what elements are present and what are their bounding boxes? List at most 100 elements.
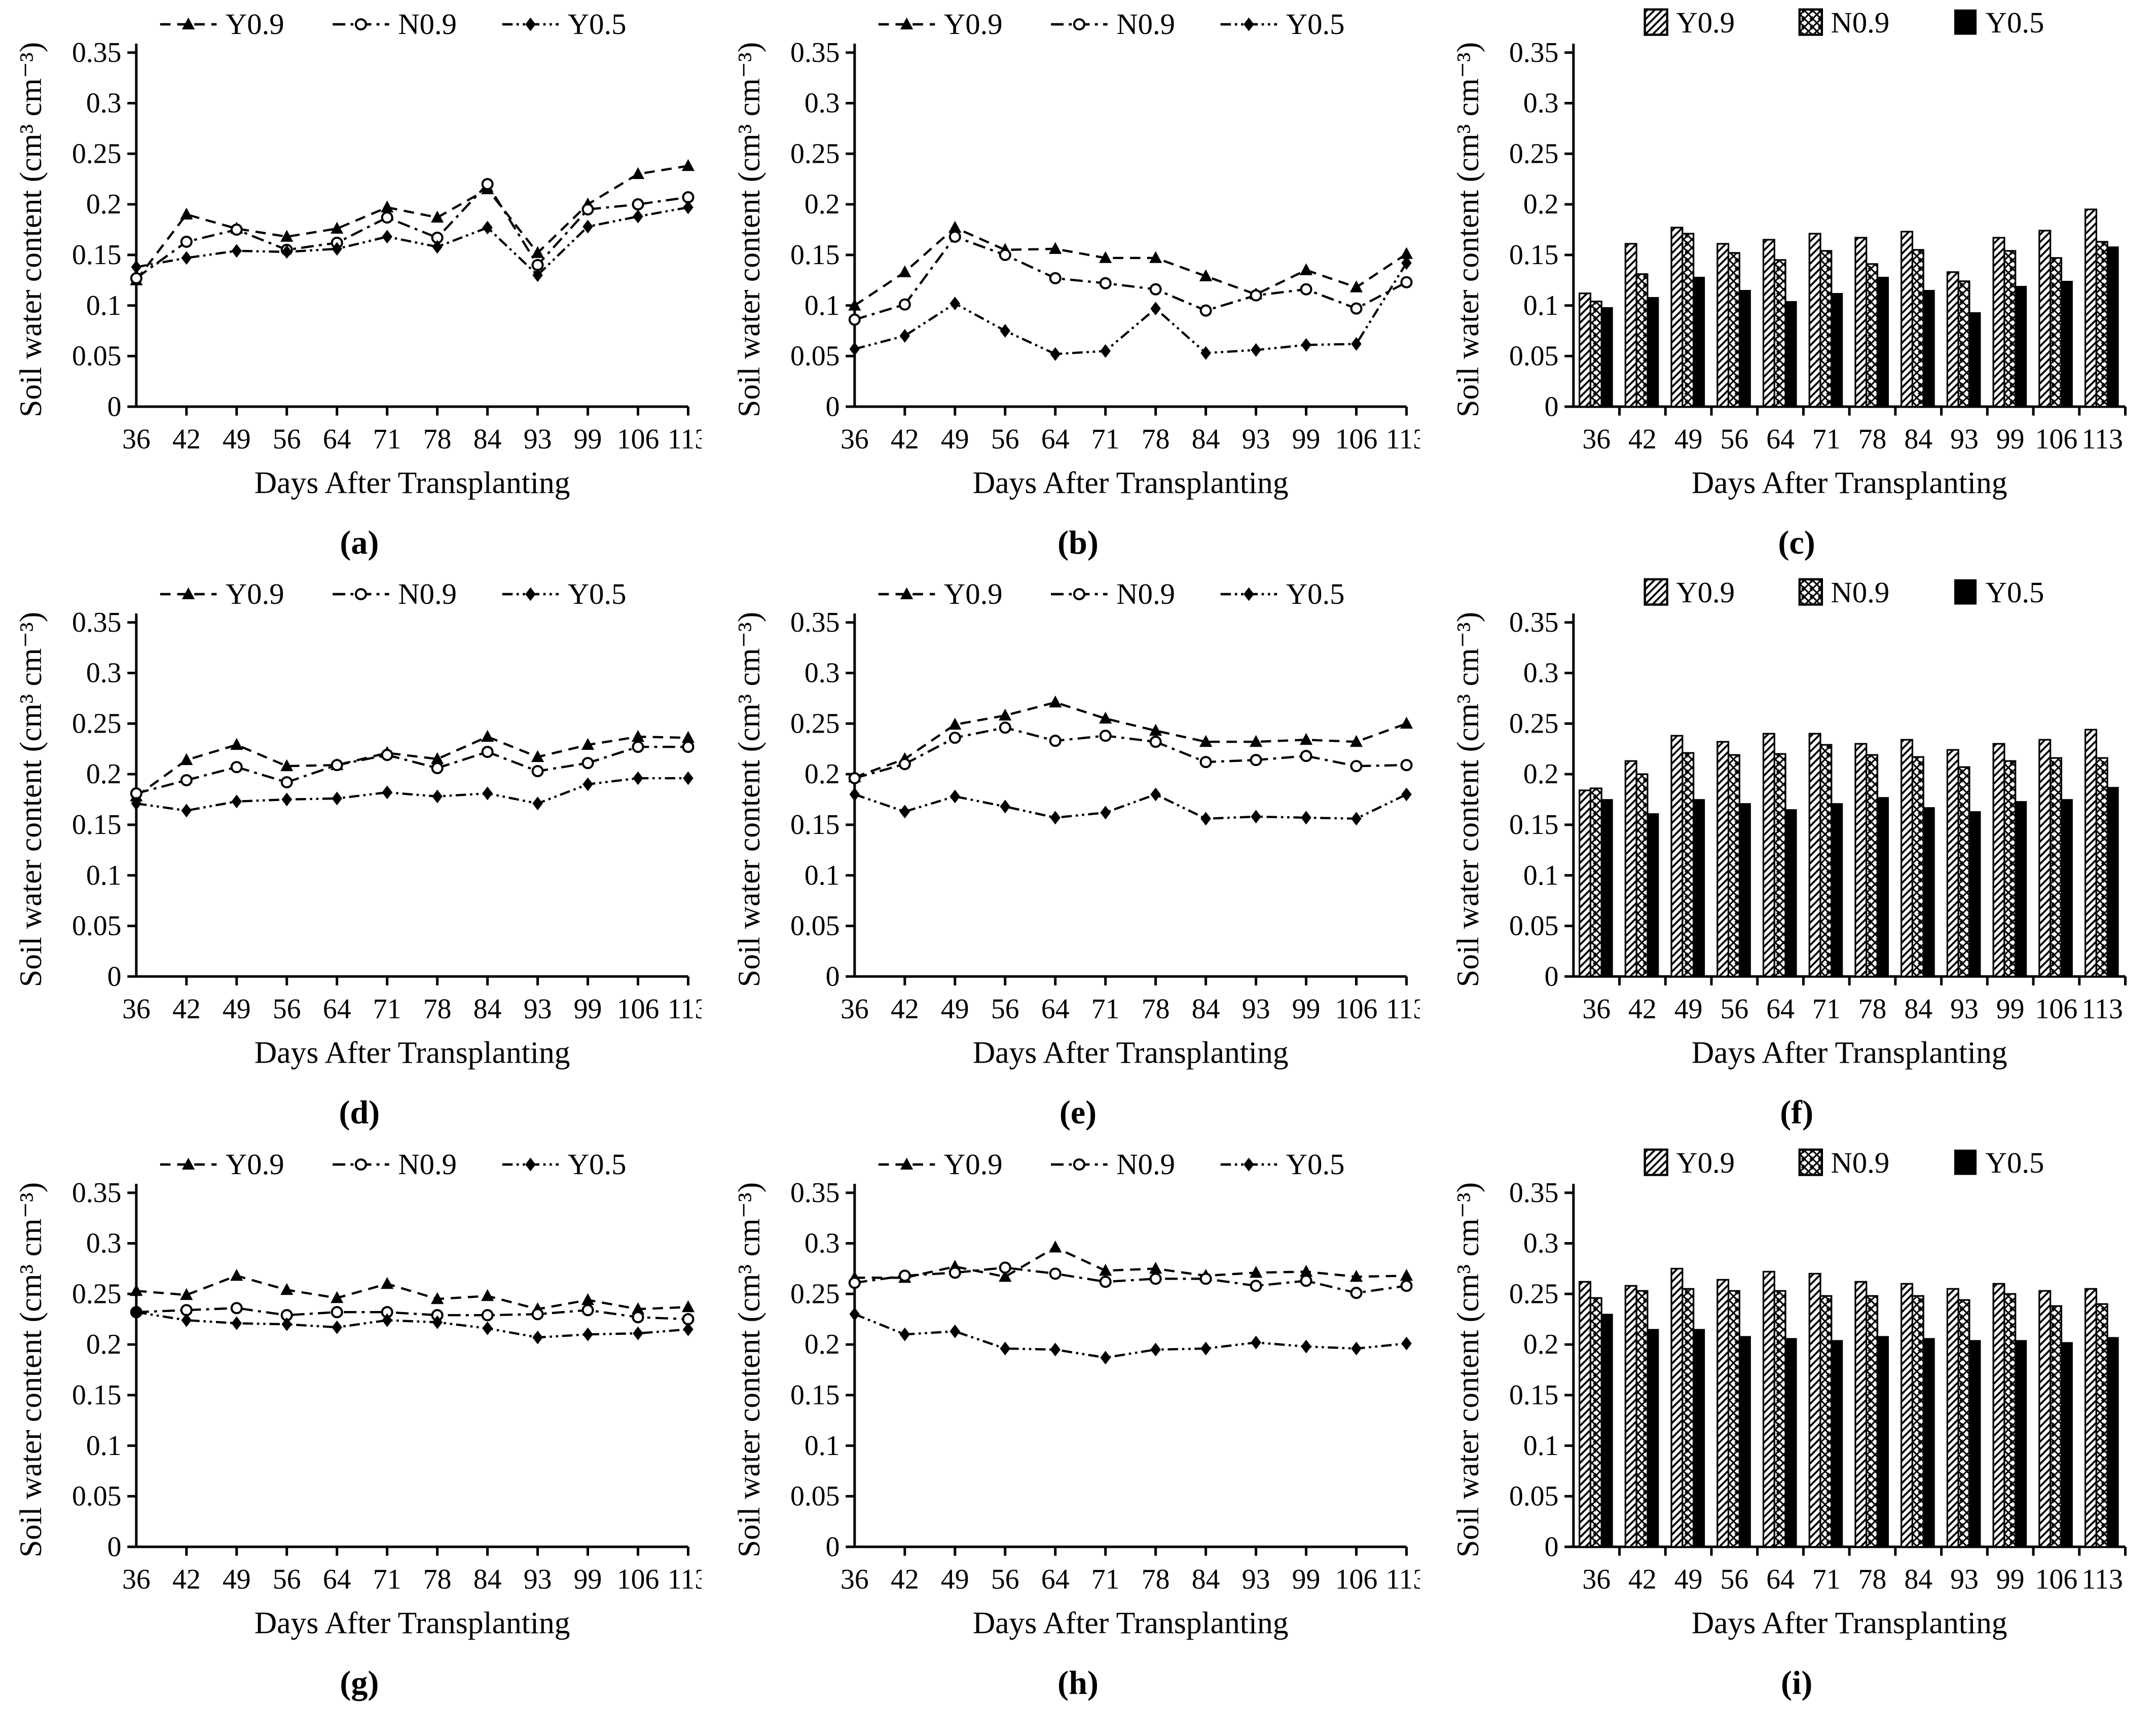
triangle-marker — [999, 1269, 1012, 1282]
diamond-marker — [683, 1322, 693, 1336]
chart-caption-c: (c) — [1778, 524, 1815, 561]
x-axis-title: Days After Transplanting — [973, 1606, 1289, 1640]
bar — [1682, 752, 1695, 978]
bar — [2050, 1305, 2063, 1548]
triangle-marker — [1199, 269, 1213, 281]
bar — [1670, 1267, 1684, 1548]
y-tick-label: 0.2 — [1523, 759, 1559, 790]
chart-caption-d: (d) — [339, 1094, 380, 1132]
y-tick-label: 0.1 — [1523, 290, 1559, 321]
x-tick-label: 36 — [122, 423, 151, 455]
triangle-marker — [900, 587, 913, 600]
x-tick-label: 36 — [122, 994, 151, 1025]
bar — [2003, 1293, 2017, 1548]
bar — [2003, 760, 2017, 978]
legend-label: Y0.9 — [944, 8, 1003, 41]
diamond-marker — [181, 251, 192, 265]
x-axis-title: Days After Transplanting — [1692, 1606, 2007, 1640]
bar — [2085, 208, 2098, 408]
chart-svg-i: 0 0.05 0.1 0.15 0.2 0.25 0.3 0.35 36 42 49 56 64 71 78… — [1451, 1142, 2139, 1663]
bar — [2085, 1288, 2098, 1548]
y-tick-label: 0.05 — [1509, 1480, 1559, 1512]
diamond-marker — [131, 796, 141, 811]
bar — [1739, 289, 1751, 407]
y-tick-label: 0.1 — [805, 860, 840, 891]
bar — [1624, 243, 1637, 408]
legend-label: N0.9 — [398, 577, 457, 610]
triangle-marker — [1400, 1268, 1413, 1281]
bar — [2050, 257, 2063, 408]
legend-swatch — [1954, 9, 1977, 35]
legend-label: Y0.9 — [1676, 6, 1735, 39]
circle-marker — [1400, 276, 1413, 288]
bar — [1601, 307, 1613, 407]
triangle-marker — [631, 167, 644, 179]
y-tick-label: 0 — [826, 391, 840, 422]
diamond-marker — [382, 230, 392, 244]
y-tick-label: 0.25 — [1509, 138, 1559, 169]
circle-marker — [1300, 750, 1313, 762]
diamond-marker — [482, 786, 493, 801]
triangle-marker — [1049, 1240, 1062, 1253]
triangle-marker — [631, 1302, 644, 1314]
x-tick-label: 71 — [373, 994, 401, 1025]
circle-marker — [230, 761, 243, 774]
y-tick-label: 0 — [107, 391, 121, 422]
triangle-marker — [1400, 247, 1413, 259]
chart-host-a: 0 0.05 0.1 0.15 0.2 0.25 0.3 0.35 36 42 49 56 64 71 78… — [14, 2, 709, 523]
triangle-marker — [1049, 696, 1062, 708]
y-axis-title: Soil water content (cm³ cm⁻³) — [736, 1182, 766, 1557]
diamond-marker — [1351, 337, 1362, 351]
bar — [2050, 757, 2063, 978]
legend-label: Y0.9 — [944, 1148, 1003, 1181]
x-tick-label: 71 — [1091, 423, 1120, 455]
y-tick-label: 0.35 — [790, 37, 840, 68]
bar — [1635, 1290, 1649, 1548]
triangle-marker — [180, 207, 193, 220]
x-tick-label: 78 — [423, 423, 452, 455]
diamond-marker — [1251, 343, 1262, 357]
diamond-marker — [1251, 1335, 1262, 1350]
x-tick-label: 106 — [2035, 1563, 2078, 1595]
circle-marker — [1073, 1158, 1086, 1171]
x-tick-label: 64 — [1766, 423, 1795, 455]
x-axis-title: Days After Transplanting — [1692, 1036, 2007, 1070]
bar — [2061, 799, 2073, 977]
x-tick-label: 49 — [941, 1563, 969, 1595]
y-tick-label: 0.35 — [1509, 37, 1559, 68]
circle-marker — [899, 758, 911, 771]
legend-label: Y0.9 — [226, 577, 284, 610]
bar — [1819, 1295, 1833, 1548]
x-tick-label: 42 — [891, 423, 919, 455]
x-tick-label: 93 — [1950, 994, 1979, 1025]
diamond-marker — [532, 268, 543, 282]
circle-marker — [481, 746, 494, 758]
bar — [1854, 1281, 1868, 1548]
series-Y0.5 — [1601, 1314, 2119, 1547]
circle-marker — [632, 1311, 644, 1323]
circle-marker — [1049, 1267, 1062, 1280]
bar — [1923, 1338, 1935, 1547]
x-axis-title: Days After Transplanting — [254, 1036, 570, 1070]
y-tick-label: 0.1 — [86, 290, 122, 321]
diamond-marker — [432, 1315, 443, 1329]
circle-marker — [1300, 283, 1313, 296]
diamond-marker — [1000, 323, 1011, 338]
x-tick-label: 78 — [1858, 994, 1887, 1025]
chart-host-h: 0 0.05 0.1 0.15 0.2 0.25 0.3 0.35 36 42 49 56 64 71 78… — [733, 1142, 1428, 1663]
y-tick-label: 0.25 — [72, 1278, 122, 1309]
bar — [2095, 1303, 2108, 1548]
triangle-marker — [230, 738, 243, 750]
triangle-marker — [181, 1157, 195, 1170]
axes: 0 0.05 0.1 0.15 0.2 0.25 0.3 0.35 36 42 49 56 64 71 78… — [1509, 37, 2127, 455]
y-tick-label: 0 — [826, 1531, 840, 1562]
bar — [1670, 735, 1684, 978]
y-axis-title: Soil water content (cm³ cm⁻³) — [1454, 612, 1485, 987]
bar — [2107, 787, 2119, 977]
bar — [1819, 744, 1833, 978]
x-tick-label: 56 — [273, 994, 301, 1025]
y-axis-title: Soil water content (cm³ cm⁻³) — [1454, 1182, 1485, 1557]
x-tick-label: 113 — [2081, 1563, 2123, 1595]
y-tick-label: 0.1 — [805, 290, 840, 321]
